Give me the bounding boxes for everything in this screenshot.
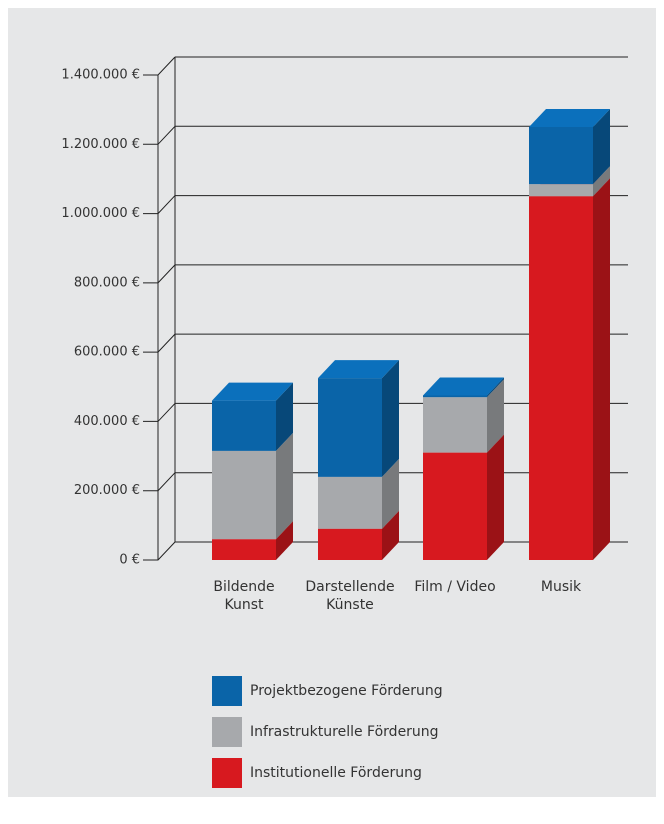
tick-mark (143, 333, 176, 353)
bar-top (212, 382, 293, 401)
bar-side (382, 360, 399, 477)
bar-segment (212, 450, 276, 540)
bar-side (593, 166, 610, 197)
bar-side (382, 510, 399, 560)
y-tick-label: 1.000.000 € (61, 206, 140, 221)
x-tick-label: Musik (540, 579, 582, 595)
bar-segment (318, 528, 382, 560)
legend-swatch (212, 758, 242, 788)
y-tick-label: 200.000 € (74, 483, 140, 498)
bar-side (276, 432, 293, 540)
bar-side (382, 458, 399, 529)
tick-mark (143, 264, 176, 284)
y-tick-label: 1.400.000 € (61, 68, 140, 83)
bar-side (487, 377, 504, 398)
bar-segment (529, 184, 593, 197)
x-tick-label: Bildende Kunst (213, 579, 275, 613)
legend-label: Infrastrukturelle Förderung (250, 724, 439, 740)
y-tick-label: 0 € (119, 553, 140, 568)
legend-swatch (212, 717, 242, 747)
tick-mark (143, 541, 176, 561)
bar-segment (212, 539, 276, 560)
tick-mark (143, 472, 176, 492)
y-tick-label: 1.200.000 € (61, 137, 140, 152)
bar-side (593, 178, 610, 560)
bar-segment (529, 126, 593, 185)
bar-top (529, 108, 610, 127)
bar-segment (212, 400, 276, 451)
y-tick-label: 400.000 € (74, 414, 140, 429)
bar-side (487, 434, 504, 560)
legend-swatch (212, 676, 242, 706)
legend-label: Institutionelle Förderung (250, 765, 422, 781)
bar-side (276, 521, 293, 560)
tick-mark (143, 56, 176, 76)
y-tick-label: 600.000 € (74, 345, 140, 360)
bar-side (593, 108, 610, 185)
y-tick-label: 800.000 € (74, 275, 140, 290)
bar-side (487, 379, 504, 453)
legend-label: Projektbezogene Förderung (250, 683, 443, 699)
tick-mark (143, 195, 176, 215)
tick-mark (143, 125, 176, 145)
bar-segment (318, 378, 382, 477)
tick-mark (143, 403, 176, 422)
x-tick-label: Film / Video (414, 579, 496, 595)
bar-top (318, 360, 399, 379)
bar-segment (423, 395, 487, 398)
bar-top (423, 377, 504, 396)
bar-segment (529, 196, 593, 560)
bar-segment (318, 476, 382, 529)
bar-side (276, 382, 293, 451)
x-tick-label: Darstellende Künste (305, 579, 395, 613)
bar-segment (423, 452, 487, 560)
bar-segment (423, 397, 487, 453)
